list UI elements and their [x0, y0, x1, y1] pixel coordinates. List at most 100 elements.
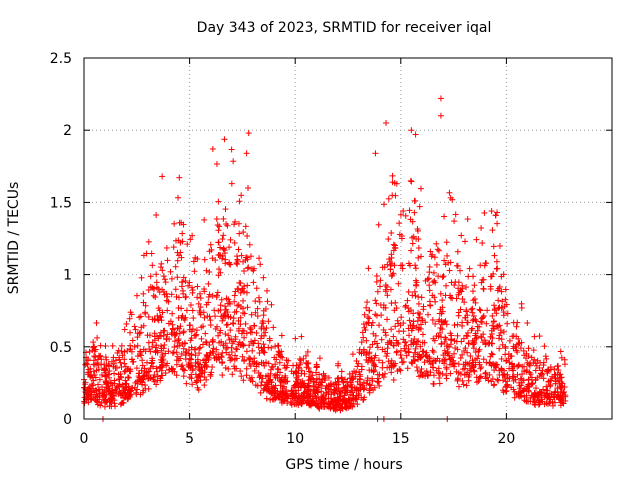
data-point	[442, 336, 449, 343]
data-point	[190, 258, 197, 265]
data-point	[376, 382, 383, 389]
data-point	[247, 253, 254, 260]
data-point	[216, 329, 223, 336]
data-point	[381, 201, 388, 208]
data-point	[90, 339, 97, 346]
data-point	[409, 360, 416, 367]
data-point	[366, 344, 373, 351]
data-point	[308, 399, 315, 406]
data-point	[174, 249, 181, 256]
data-point	[471, 282, 478, 289]
data-point	[150, 292, 157, 299]
data-point	[327, 381, 334, 388]
data-point	[276, 349, 283, 356]
data-point	[451, 337, 458, 344]
data-point	[183, 293, 190, 300]
data-point	[266, 335, 273, 342]
data-point	[141, 365, 148, 372]
data-point	[494, 265, 501, 272]
data-point	[176, 325, 183, 332]
data-point	[315, 394, 322, 401]
data-point	[411, 288, 418, 295]
data-point	[171, 344, 178, 351]
data-point	[531, 333, 538, 340]
data-point	[552, 378, 559, 385]
data-point	[261, 362, 268, 369]
data-point	[388, 369, 395, 376]
data-point	[443, 375, 450, 382]
data-point	[336, 390, 343, 397]
x-tick-label: 5	[185, 431, 194, 447]
data-point	[260, 312, 267, 319]
data-point	[158, 372, 165, 379]
data-point	[215, 307, 222, 314]
data-point	[232, 218, 239, 225]
data-point	[173, 372, 180, 379]
data-point	[459, 285, 466, 292]
data-point	[510, 386, 517, 393]
data-point	[514, 371, 521, 378]
data-point	[502, 351, 509, 358]
data-point	[223, 321, 230, 328]
data-point	[480, 314, 487, 321]
data-point	[106, 374, 113, 381]
data-point	[205, 299, 212, 306]
data-point	[384, 283, 391, 290]
data-point	[349, 351, 356, 358]
data-point	[390, 333, 397, 340]
data-point	[416, 314, 423, 321]
data-point	[173, 361, 180, 368]
data-point	[339, 375, 346, 382]
data-point	[369, 375, 376, 382]
data-point	[121, 348, 128, 355]
data-point	[451, 218, 458, 225]
data-point	[236, 230, 243, 237]
data-point	[124, 347, 131, 354]
data-point	[188, 328, 195, 335]
data-point	[470, 312, 477, 319]
data-point	[419, 372, 426, 379]
data-point	[549, 402, 556, 409]
data-point	[444, 342, 451, 349]
data-point	[240, 288, 247, 295]
data-point	[363, 304, 370, 311]
data-point	[197, 373, 204, 380]
data-point	[486, 371, 493, 378]
data-point	[248, 338, 255, 345]
data-point	[173, 349, 180, 356]
data-point	[329, 398, 336, 405]
data-point	[106, 403, 113, 410]
data-point	[375, 221, 382, 228]
data-point	[388, 229, 395, 236]
data-point	[214, 222, 221, 229]
data-point	[382, 332, 389, 339]
data-point	[472, 316, 479, 323]
data-point	[215, 252, 222, 259]
data-point	[373, 312, 380, 319]
data-point	[237, 289, 244, 296]
data-point	[441, 347, 448, 354]
data-point	[240, 377, 247, 384]
data-point	[546, 399, 553, 406]
data-point	[375, 375, 382, 382]
data-point	[420, 303, 427, 310]
data-point	[408, 178, 415, 185]
data-point	[213, 346, 220, 353]
data-point	[168, 329, 175, 336]
data-point	[418, 253, 425, 260]
data-point	[124, 374, 131, 381]
data-point	[411, 209, 418, 216]
data-point	[292, 335, 299, 342]
data-point	[153, 365, 160, 372]
data-point	[495, 323, 502, 330]
data-point	[153, 381, 160, 388]
data-point	[392, 192, 399, 199]
data-point	[191, 332, 198, 339]
data-point	[284, 400, 291, 407]
data-point	[402, 212, 409, 219]
data-point	[85, 390, 92, 397]
data-point	[277, 353, 284, 360]
data-point	[149, 262, 156, 269]
data-point	[240, 258, 247, 265]
data-point	[476, 346, 483, 353]
